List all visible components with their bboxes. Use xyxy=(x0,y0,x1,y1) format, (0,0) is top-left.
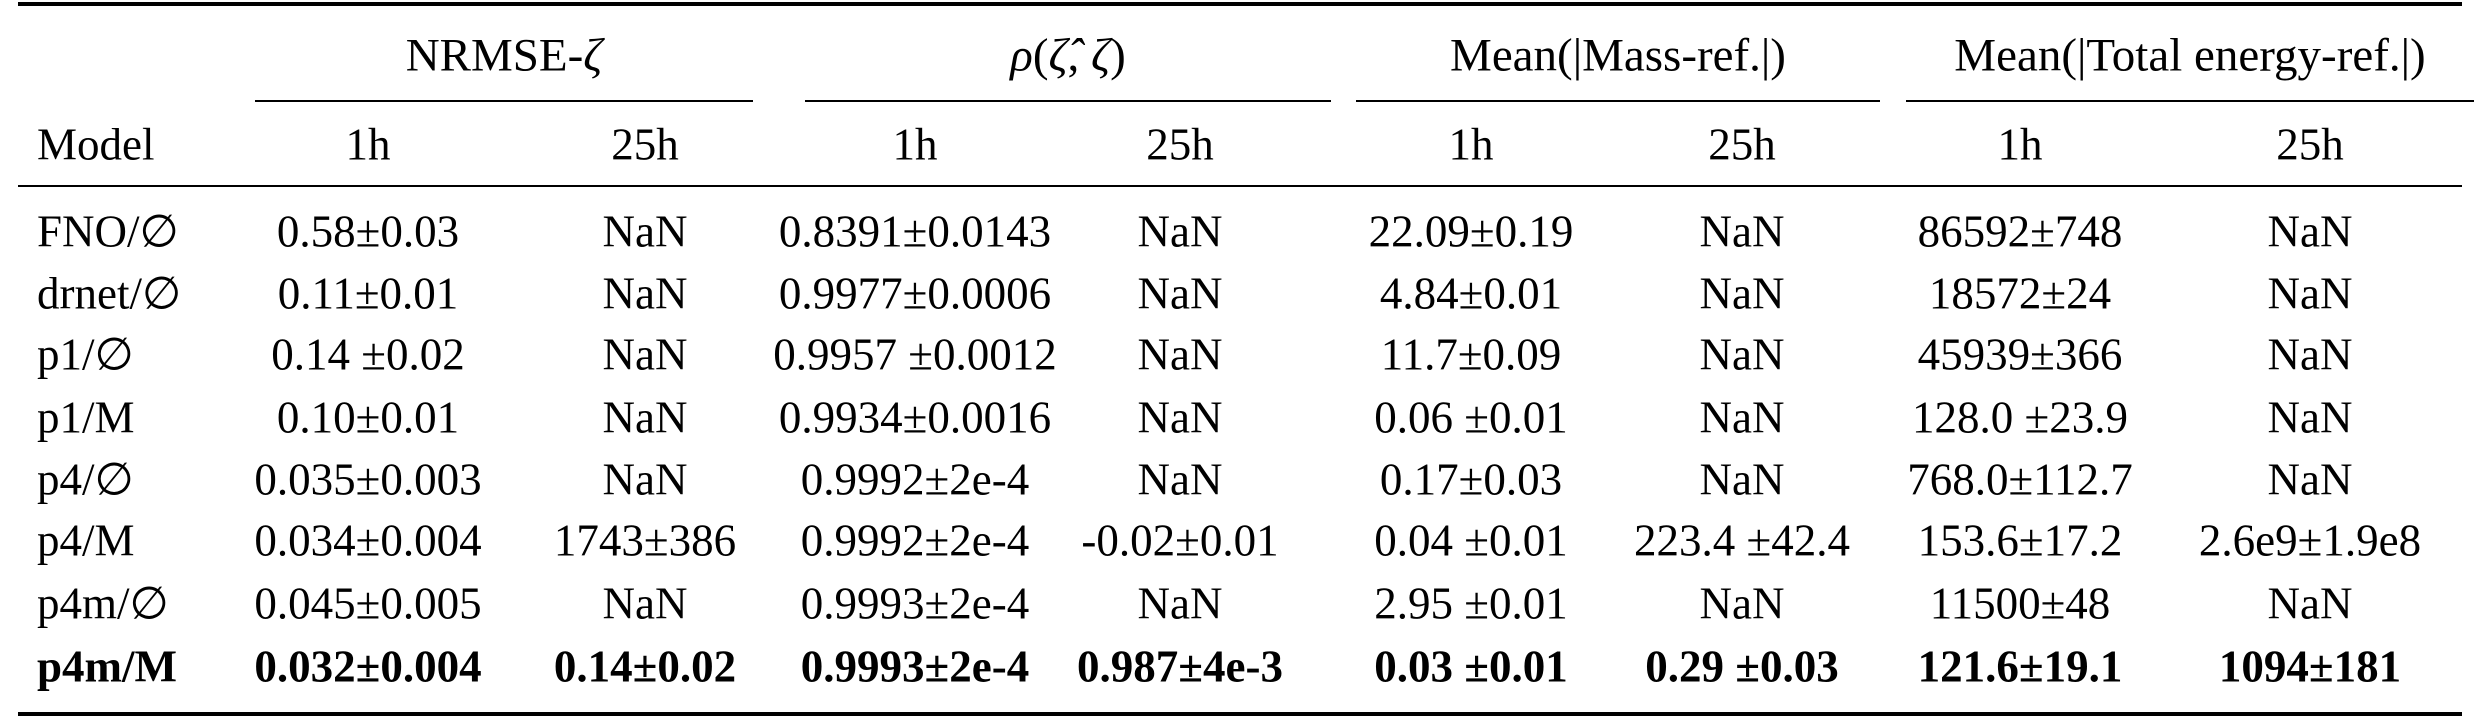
table-cell: 86592±748 xyxy=(1917,206,2123,257)
column-group-header: NRMSE-ζ xyxy=(405,29,603,82)
table-cell: 22.09±0.19 xyxy=(1368,206,1574,257)
table-cell: NaN xyxy=(602,578,688,629)
group-underline-mass xyxy=(1356,100,1880,102)
table-cell: 0.9993±2e-4 xyxy=(800,641,1030,692)
table-cell: 121.6±19.1 xyxy=(1917,641,2123,692)
row-model-name: drnet/∅ xyxy=(37,268,182,319)
table-cell: 0.9993±2e-4 xyxy=(800,578,1030,629)
table-cell: NaN xyxy=(1699,392,1785,443)
column-subheader: 25h xyxy=(1146,119,1214,170)
table-cell: 0.9977±0.0006 xyxy=(778,268,1052,319)
column-subheader: 1h xyxy=(345,119,391,170)
row-model-name: p4/M xyxy=(37,515,135,566)
table-cell: 0.29 ±0.03 xyxy=(1645,641,1839,692)
table-cell: 45939±366 xyxy=(1917,329,2123,380)
header-rule xyxy=(18,185,2462,187)
table-cell: 0.9934±0.0016 xyxy=(778,392,1052,443)
row-model-name: p4m/M xyxy=(37,641,177,692)
table-cell: 0.8391±0.0143 xyxy=(778,206,1052,257)
table-cell: NaN xyxy=(602,392,688,443)
column-group-header: Mean(|Mass-ref.|) xyxy=(1450,29,1786,82)
column-subheader: 25h xyxy=(611,119,679,170)
table-cell: 0.034±0.004 xyxy=(254,515,482,566)
table-cell: 0.14 ±0.02 xyxy=(271,329,465,380)
table-cell: 223.4 ±42.4 xyxy=(1634,515,1850,566)
table-cell: NaN xyxy=(602,206,688,257)
group-underline-energy xyxy=(1906,100,2474,102)
table-cell: 0.9992±2e-4 xyxy=(800,454,1030,505)
row-model-name: p4m/∅ xyxy=(37,578,169,629)
table-cell: NaN xyxy=(1137,268,1223,319)
table-cell: 4.84±0.01 xyxy=(1379,268,1563,319)
table-cell: NaN xyxy=(1137,392,1223,443)
table-cell: NaN xyxy=(1699,454,1785,505)
table-cell: 0.9992±2e-4 xyxy=(800,515,1030,566)
table-cell: 128.0 ±23.9 xyxy=(1912,392,2128,443)
column-group-header: Mean(|Total energy-ref.|) xyxy=(1954,29,2426,82)
table-cell: NaN xyxy=(1137,578,1223,629)
table-cell: 768.0±112.7 xyxy=(1907,454,2133,505)
table-cell: 0.03 ±0.01 xyxy=(1374,641,1568,692)
table-cell: 0.10±0.01 xyxy=(276,392,460,443)
table-cell: 0.987±4e-3 xyxy=(1077,641,1283,692)
table-cell: NaN xyxy=(2267,392,2353,443)
row-model-name: p1/∅ xyxy=(37,329,134,380)
table-cell: -0.02±0.01 xyxy=(1081,515,1279,566)
table-cell: NaN xyxy=(602,454,688,505)
table-cell: NaN xyxy=(2267,329,2353,380)
row-model-name: p1/M xyxy=(37,392,135,443)
table-cell: 0.9957 ±0.0012 xyxy=(773,329,1057,380)
table-cell: 0.06 ±0.01 xyxy=(1374,392,1568,443)
table-cell: 2.95 ±0.01 xyxy=(1374,578,1568,629)
column-subheader: 1h xyxy=(892,119,938,170)
group-underline-rho xyxy=(805,100,1331,102)
table-cell: NaN xyxy=(1137,206,1223,257)
table-cell: 153.6±17.2 xyxy=(1917,515,2123,566)
column-subheader: 1h xyxy=(1997,119,2043,170)
table-cell: 0.58±0.03 xyxy=(276,206,460,257)
table-cell: 0.04 ±0.01 xyxy=(1374,515,1568,566)
column-subheader: 1h xyxy=(1448,119,1494,170)
table-cell: NaN xyxy=(602,329,688,380)
column-subheader: 25h xyxy=(1708,119,1776,170)
table-cell: 0.032±0.004 xyxy=(254,641,482,692)
table-cell: NaN xyxy=(1699,329,1785,380)
column-group-header: ρ(ζ̂, ζ) xyxy=(1010,29,1126,82)
table-cell: 11.7±0.09 xyxy=(1380,329,1562,380)
table-cell: NaN xyxy=(2267,578,2353,629)
table-cell: NaN xyxy=(1699,206,1785,257)
table-cell: 0.17±0.03 xyxy=(1379,454,1563,505)
table-cell: NaN xyxy=(1137,454,1223,505)
table-cell: 1094±181 xyxy=(2218,641,2402,692)
table-cell: 0.11±0.01 xyxy=(277,268,459,319)
table-cell: 2.6e9±1.9e8 xyxy=(2198,515,2422,566)
table-cell: 0.045±0.005 xyxy=(254,578,482,629)
row-model-name: p4/∅ xyxy=(37,454,134,505)
column-subheader: 25h xyxy=(2276,119,2344,170)
table-cell: NaN xyxy=(2267,268,2353,319)
table-cell: 1743±386 xyxy=(553,515,737,566)
row-model-name: FNO/∅ xyxy=(37,206,179,257)
table-cell: NaN xyxy=(1699,578,1785,629)
table-cell: 11500±48 xyxy=(1929,578,2111,629)
table-cell: NaN xyxy=(602,268,688,319)
top-rule xyxy=(18,2,2462,6)
table-cell: 0.035±0.003 xyxy=(254,454,482,505)
table-cell: NaN xyxy=(1699,268,1785,319)
table-cell: NaN xyxy=(2267,454,2353,505)
table-cell: NaN xyxy=(2267,206,2353,257)
table-cell: 18572±24 xyxy=(1928,268,2112,319)
table-cell: NaN xyxy=(1137,329,1223,380)
model-column-header: Model xyxy=(37,119,155,170)
table-cell: 0.14±0.02 xyxy=(553,641,737,692)
group-underline-nrmse xyxy=(255,100,753,102)
bottom-rule xyxy=(18,712,2462,716)
